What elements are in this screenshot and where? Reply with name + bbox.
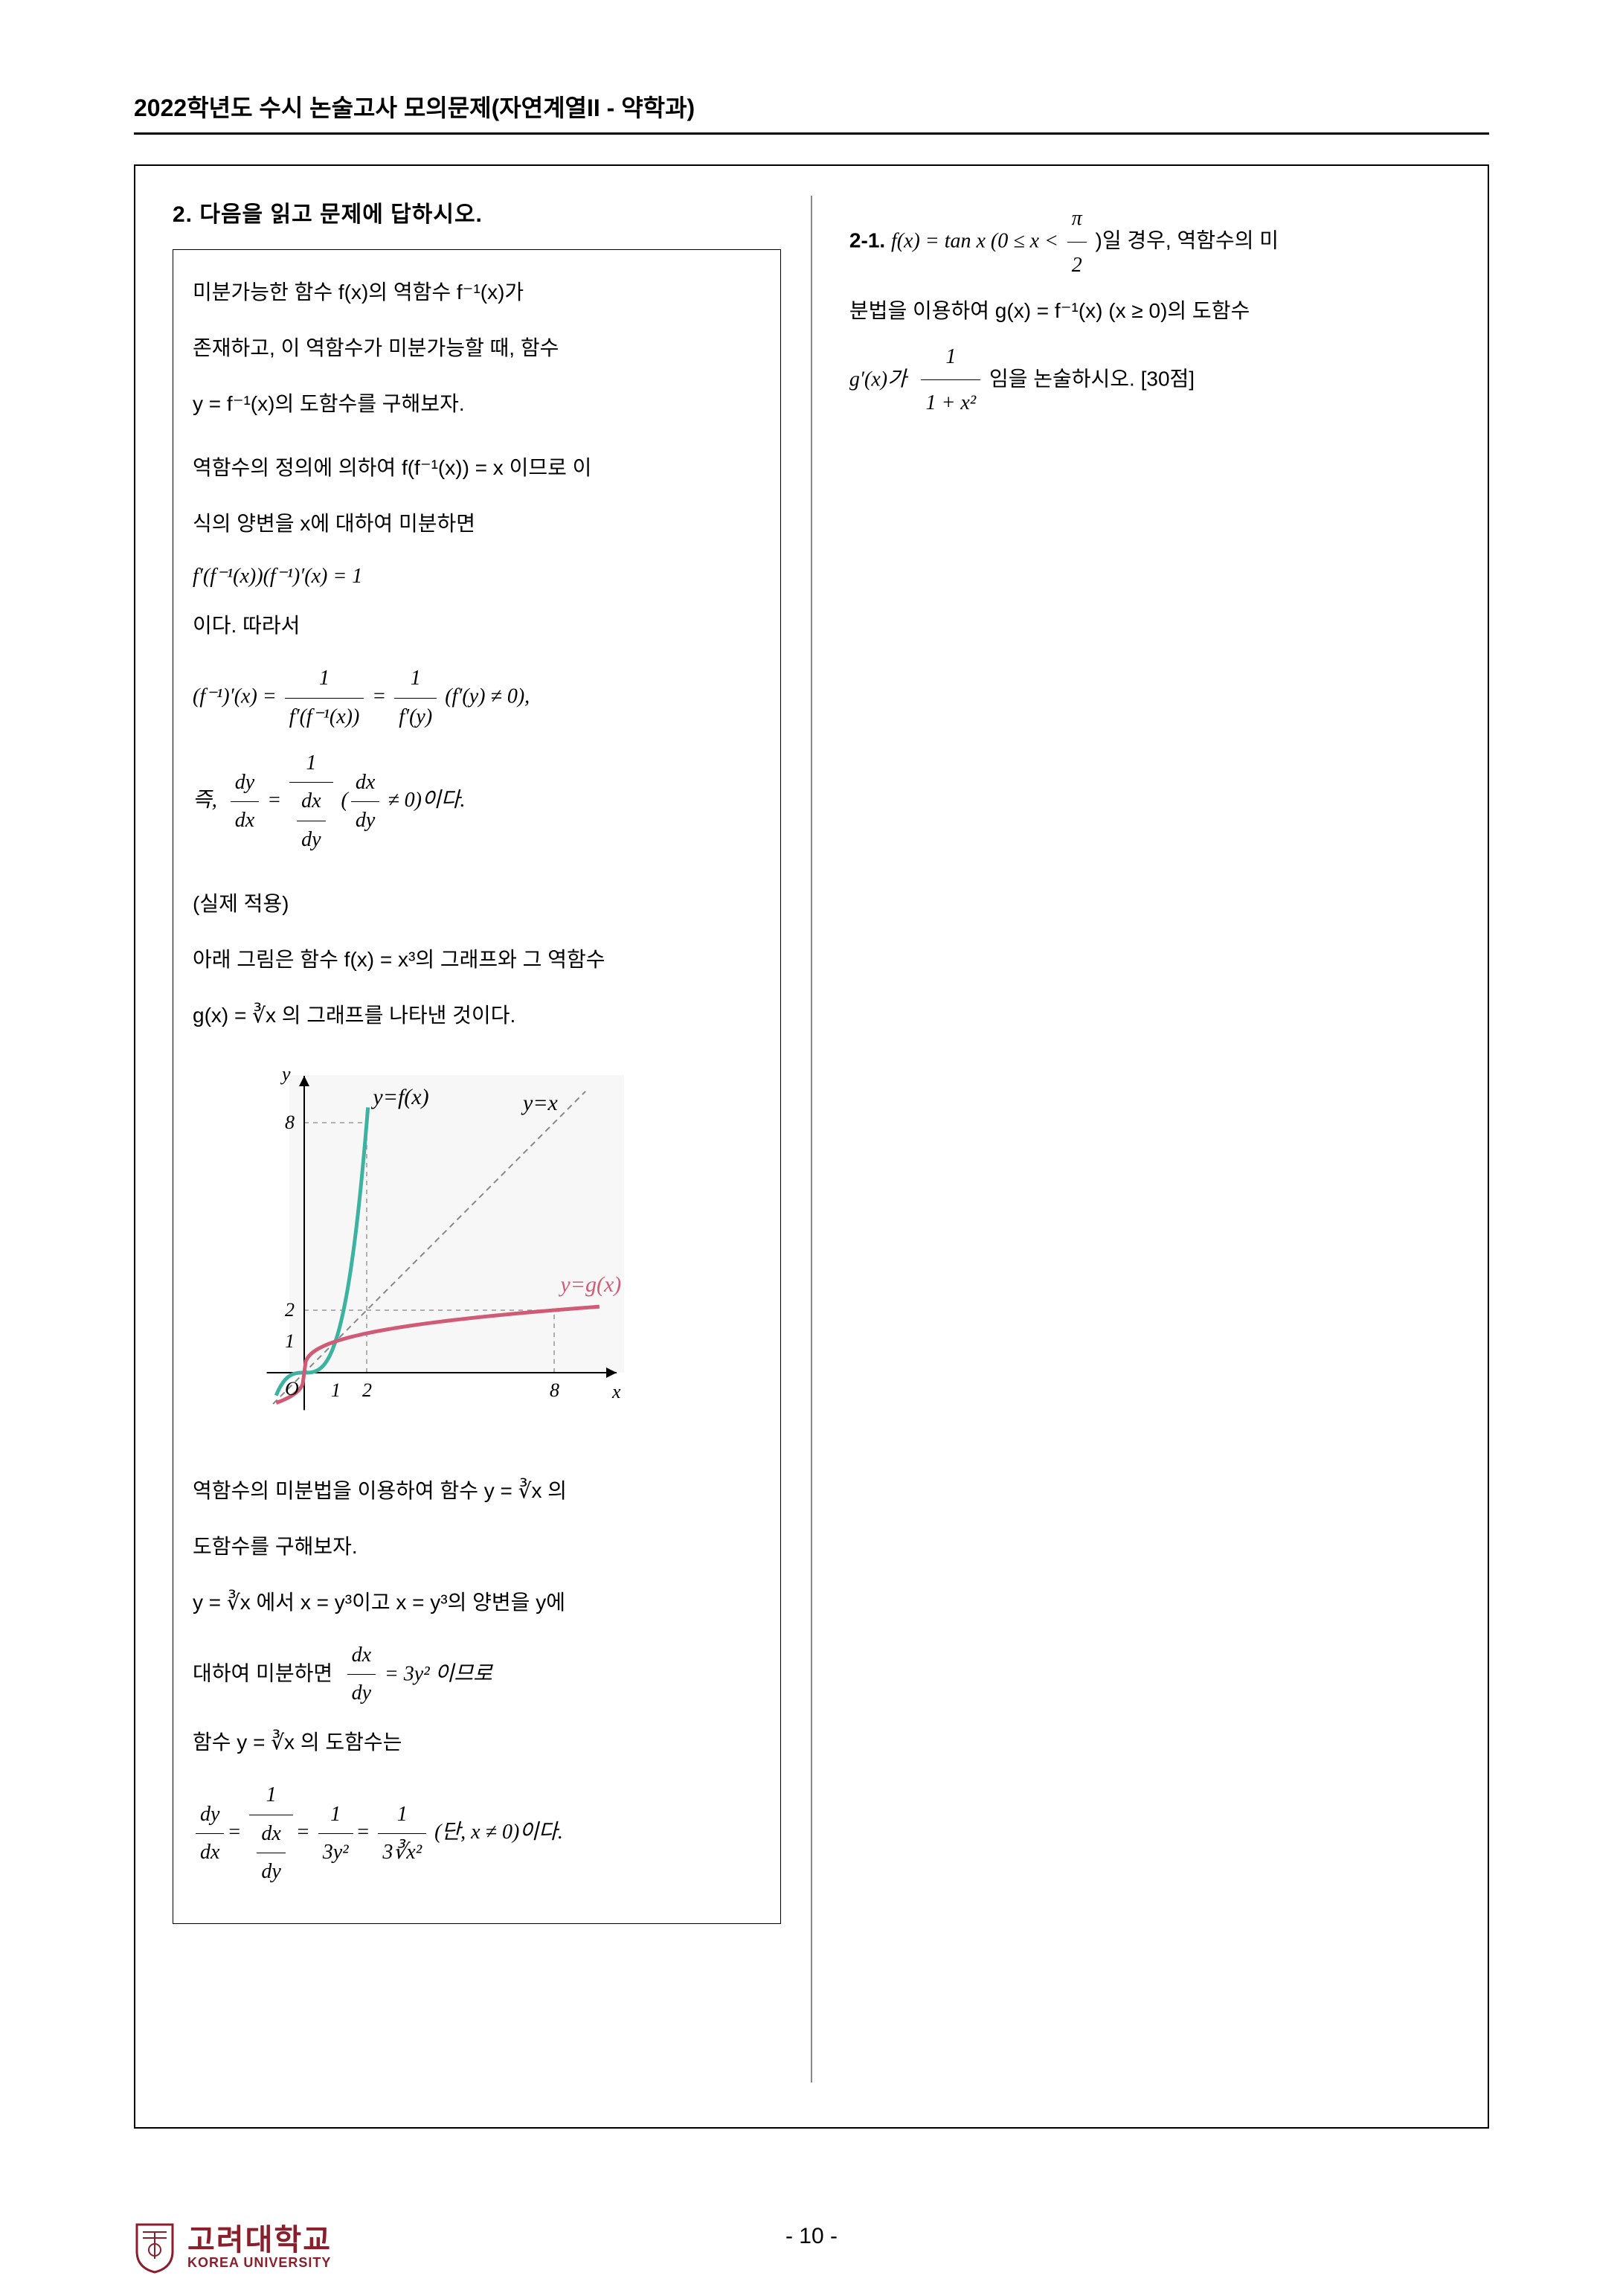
column-divider	[811, 196, 812, 2082]
para1-line2: 존재하고, 이 역함수가 미분가능할 때, 함수	[193, 327, 761, 371]
two-column-layout: 2. 다음을 읽고 문제에 답하시오. 미분가능한 함수 f(x)의 역함수 f…	[173, 196, 1450, 2082]
eq4-c: 1 3∛x²	[378, 1796, 426, 1872]
svg-text:8: 8	[285, 1112, 295, 1133]
eq4-c-num: 1	[378, 1796, 426, 1834]
doc-header: 2022학년도 수시 논술고사 모의문제(자연계열II - 약학과)	[134, 89, 1489, 135]
q21-rf-num: 1	[921, 334, 980, 381]
svg-text:y=g(x): y=g(x)	[558, 1272, 621, 1296]
q21-result-frac: 1 1 + x²	[921, 334, 980, 426]
eq2-lhs: (f⁻¹)′(x) =	[193, 684, 277, 708]
right-column: 2-1. f(x) = tan x (0 ≤ x < π 2 )일 경우, 역함…	[820, 196, 1450, 2082]
q21-label: 2-1.	[849, 228, 885, 251]
q21-pi2: π 2	[1067, 196, 1087, 288]
para1-line1: 미분가능한 함수 f(x)의 역함수 f⁻¹(x)가	[193, 271, 761, 315]
page-root: 2022학년도 수시 논술고사 모의문제(자연계열II - 약학과) 2. 다음…	[0, 0, 1623, 2296]
eq2-mid: =	[372, 684, 386, 708]
content-frame: 2. 다음을 읽고 문제에 답하시오. 미분가능한 함수 f(x)의 역함수 f…	[134, 164, 1489, 2129]
eq3-paren-num: dx	[351, 764, 379, 802]
eq2-frac2-den: f′(y)	[394, 699, 437, 736]
eq2-frac1: 1 f′(f⁻¹(x))	[285, 660, 364, 736]
eq2-frac1-den: f′(f⁻¹(x))	[285, 699, 364, 736]
eq2-frac1-num: 1	[285, 660, 364, 698]
equation-2: (f⁻¹)′(x) = 1 f′(f⁻¹(x)) = 1 f′(y) (f′(y…	[193, 660, 761, 736]
eq4-c-den: 3∛x²	[378, 1834, 426, 1871]
para3-line2: 도함수를 구해보자.	[193, 1525, 761, 1569]
eq3-eq: =	[267, 789, 281, 812]
para1-line3: y = f⁻¹(x)의 도함수를 구해보자.	[193, 382, 761, 426]
eq3-rhs: 1 dx dy	[289, 745, 332, 859]
page-footer: - 10 -	[0, 2207, 1623, 2266]
graph-figure: O128128yxy=f(x)y=xy=g(x)	[208, 1053, 761, 1455]
eq4-a-den-den: dy	[257, 1853, 285, 1891]
q21-pi2-den: 2	[1067, 243, 1087, 289]
para2-line1: 역함수의 정의에 의하여 f(f⁻¹(x)) = x 이므로 이	[193, 446, 761, 490]
eq3-r-den-den: dy	[297, 821, 325, 859]
svg-text:x: x	[611, 1381, 621, 1402]
para3-l4-den: dy	[347, 1675, 376, 1712]
question-2-1: 2-1. f(x) = tan x (0 ≤ x < π 2 )일 경우, 역함…	[849, 196, 1450, 426]
eq3-r-den: dx dy	[289, 783, 332, 859]
eq4-a-num: 1	[249, 1777, 292, 1815]
eq4-b: 1 3y²	[318, 1796, 353, 1872]
svg-text:1: 1	[285, 1330, 295, 1352]
question-2-title: 2. 다음을 읽고 문제에 답하시오.	[173, 196, 781, 228]
svg-text:8: 8	[550, 1379, 559, 1401]
eq2-tail: (f′(y) ≠ 0),	[445, 684, 530, 708]
para3-line1: 역함수의 미분법을 이용하여 함수 y = ∛x 의	[193, 1469, 761, 1513]
para2-line3: 이다. 따라서	[193, 604, 761, 648]
para3-l4-num: dx	[347, 1637, 376, 1675]
section2-line2: g(x) = ∛x 의 그래프를 나타낸 것이다.	[193, 994, 761, 1038]
eq3-r-den-num: dx	[297, 783, 325, 821]
section2-title: (실제 적용)	[193, 882, 761, 926]
para3-line3: y = ∛x 에서 x = y³이고 x = y³의 양변을 y에	[193, 1581, 761, 1625]
equation-1: f′(f⁻¹(x))(f⁻¹)′(x) = 1	[193, 558, 761, 595]
eq4-b-num: 1	[318, 1796, 353, 1834]
eq2-frac2-num: 1	[394, 660, 437, 698]
page-number: - 10 -	[785, 2224, 838, 2249]
svg-text:y=x: y=x	[521, 1091, 559, 1115]
section2-line1: 아래 그림은 함수 f(x) = x³의 그래프와 그 역함수	[193, 938, 761, 982]
para3-l4-pre: 대하여 미분하면	[193, 1661, 332, 1684]
q21-l1b: )일 경우, 역함수의 미	[1096, 228, 1279, 251]
q21-rf-den: 1 + x²	[921, 380, 980, 426]
eq4-lhs-num: dy	[196, 1796, 224, 1834]
eq4-a-den-num: dx	[257, 1815, 285, 1853]
para3-line5: 함수 y = ∛x 의 도함수는	[193, 1721, 761, 1765]
svg-text:y=f(x): y=f(x)	[370, 1084, 428, 1109]
q21-pi2-num: π	[1067, 196, 1087, 243]
eq3-lhs-num: dy	[231, 764, 259, 802]
para3-l4-tail: = 3y² 이므로	[385, 1662, 492, 1685]
q21-l3b: 임을 논술하시오. [30점]	[989, 367, 1195, 390]
eq3-paren: dx dy	[351, 764, 379, 840]
eq3-pre: 즉,	[193, 789, 217, 812]
passage-box: 미분가능한 함수 f(x)의 역함수 f⁻¹(x)가 존재하고, 이 역함수가 …	[173, 249, 781, 1924]
svg-text:2: 2	[362, 1379, 372, 1401]
q21-l3a: g′(x)가	[849, 368, 907, 391]
svg-text:1: 1	[331, 1379, 341, 1401]
equation-4: dy dx = 1 dx dy =	[193, 1777, 761, 1891]
para3-line4: 대하여 미분하면 dx dy = 3y² 이므로	[193, 1637, 761, 1713]
para2-line2: 식의 양변을 x에 대하여 미분하면	[193, 502, 761, 546]
svg-text:O: O	[285, 1378, 299, 1399]
svg-text:2: 2	[285, 1299, 295, 1321]
eq4-lhs-den: dx	[196, 1834, 224, 1871]
equation-3: 즉, dy dx = 1 dx dy	[193, 745, 761, 859]
eq2-frac2: 1 f′(y)	[394, 660, 437, 736]
eq3-r-num: 1	[289, 745, 332, 783]
eq4-b-den: 3y²	[318, 1834, 353, 1871]
eq4-a: 1 dx dy	[249, 1777, 292, 1891]
eq4-tail: (단, x ≠ 0)이다.	[434, 1821, 563, 1844]
svg-text:y: y	[280, 1063, 291, 1085]
eq4-lhs: dy dx	[196, 1796, 224, 1872]
q21-l1a: f(x) = tan x (0 ≤ x <	[891, 229, 1058, 252]
eq3-lhs: dy dx	[231, 764, 259, 840]
eq4-a-den: dx dy	[249, 1815, 292, 1891]
eq3-lhs-den: dx	[231, 802, 259, 839]
q21-l2: 분법을 이용하여 g(x) = f⁻¹(x) (x ≥ 0)의 도함수	[849, 299, 1250, 322]
inverse-function-graph: O128128yxy=f(x)y=xy=g(x)	[208, 1053, 669, 1440]
left-column: 2. 다음을 읽고 문제에 답하시오. 미분가능한 함수 f(x)의 역함수 f…	[173, 196, 803, 2082]
para3-l4-frac: dx dy	[347, 1637, 376, 1713]
eq3-paren-den: dy	[351, 802, 379, 839]
eq3-tail: ≠ 0)이다.	[388, 789, 465, 812]
